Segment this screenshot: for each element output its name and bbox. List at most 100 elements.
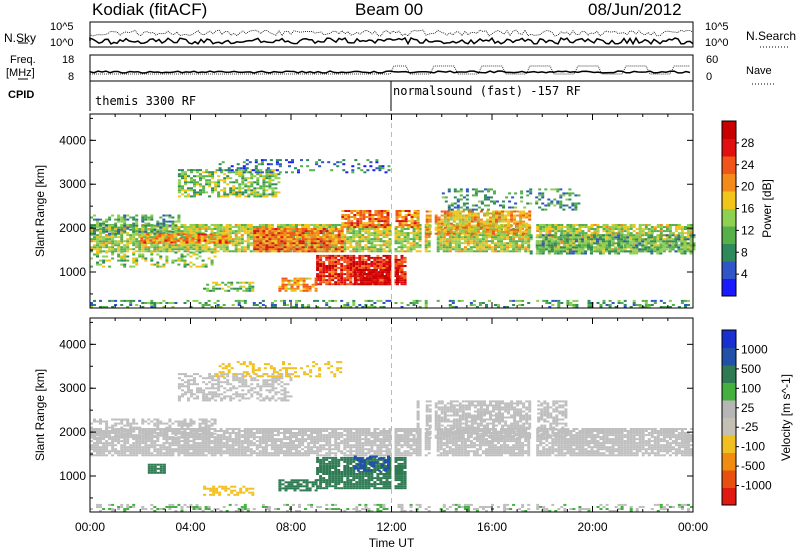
power-echo-cell bbox=[445, 240, 449, 243]
power-echo-cell bbox=[285, 171, 288, 174]
power-echo-cell bbox=[406, 238, 410, 241]
power-echo-cell bbox=[322, 271, 326, 274]
power-echo-cell bbox=[510, 230, 514, 233]
power-echo-cell bbox=[376, 224, 380, 226]
power-echo-cell bbox=[451, 246, 455, 249]
power-echo-cell bbox=[559, 248, 563, 251]
power-echo-cell bbox=[277, 244, 281, 247]
power-echo-cell bbox=[123, 244, 127, 247]
power-echo-cell bbox=[96, 255, 99, 258]
power-echo-cell bbox=[448, 238, 452, 241]
power-echo-cell bbox=[602, 244, 606, 247]
power-echo-cell bbox=[195, 228, 199, 230]
power-echo-cell bbox=[347, 210, 351, 212]
power-echo-cell bbox=[301, 226, 305, 228]
power-echo-cell bbox=[505, 196, 509, 199]
power-echo-cell bbox=[513, 230, 517, 233]
power-echo-cell bbox=[254, 161, 258, 164]
power-echo-cell bbox=[271, 236, 275, 239]
power-echo-cell bbox=[337, 230, 341, 233]
power-echo-cell bbox=[334, 234, 338, 237]
power-echo-cell bbox=[189, 244, 193, 247]
power-echo-cell bbox=[584, 240, 587, 243]
nsearch-tick-top: 10^5 bbox=[705, 21, 729, 33]
power-echo-cell bbox=[231, 242, 235, 245]
power-echo-cell bbox=[362, 222, 366, 225]
power-echo-cell bbox=[493, 192, 496, 195]
power-echo-cell bbox=[394, 228, 398, 230]
power-echo-cell bbox=[442, 224, 446, 226]
power-echo-cell bbox=[671, 234, 675, 237]
power-echo-cell bbox=[550, 238, 554, 241]
power-echo-cell bbox=[341, 210, 345, 212]
power-echo-cell bbox=[626, 230, 630, 233]
power-echo-cell bbox=[443, 212, 447, 215]
power-echo-cell bbox=[662, 242, 666, 245]
power-echo-cell bbox=[196, 169, 199, 172]
power-echo-cell bbox=[498, 220, 501, 223]
power-echo-cell bbox=[469, 248, 473, 251]
power-echo-cell bbox=[241, 183, 245, 186]
power-echo-cell bbox=[171, 228, 175, 230]
power-echo-cell bbox=[503, 238, 507, 241]
power-echo-cell bbox=[490, 196, 493, 199]
power-echo-cell bbox=[674, 234, 678, 237]
power-echo-cell bbox=[467, 220, 471, 223]
power-echo-cell bbox=[489, 218, 492, 221]
power-echo-cell bbox=[443, 226, 447, 229]
power-echo-cell bbox=[147, 218, 151, 221]
power-echo-cell bbox=[247, 185, 251, 188]
power-echo-cell bbox=[369, 161, 373, 164]
power-echo-cell bbox=[117, 244, 121, 247]
power-echo-cell bbox=[322, 269, 326, 271]
power-echo-cell bbox=[99, 244, 102, 247]
power-echo-cell bbox=[403, 246, 407, 249]
power-echo-cell bbox=[177, 183, 181, 186]
power-echo-cell bbox=[310, 232, 314, 235]
power-echo-cell bbox=[249, 228, 253, 230]
power-echo-cell bbox=[205, 171, 209, 174]
power-echo-cell bbox=[123, 230, 127, 233]
power-echo-cell bbox=[231, 230, 235, 233]
power-echo-cell bbox=[668, 250, 672, 253]
power-echo-cell bbox=[472, 236, 476, 239]
power-echo-cell bbox=[304, 234, 308, 237]
power-echo-cell bbox=[187, 181, 190, 184]
power-echo-cell bbox=[114, 232, 118, 235]
power-echo-cell bbox=[373, 238, 377, 241]
power-echo-cell bbox=[99, 240, 102, 243]
power-echo-cell bbox=[456, 198, 460, 201]
power-echo-cell bbox=[205, 175, 209, 178]
power-echo-cell bbox=[626, 238, 630, 241]
power-echo-cell bbox=[328, 236, 332, 239]
power-echo-cell bbox=[687, 226, 690, 228]
power-echo-cell bbox=[337, 248, 341, 251]
power-echo-cell bbox=[362, 281, 366, 284]
power-echo-cell bbox=[416, 222, 420, 225]
power-echo-cell bbox=[379, 256, 383, 259]
power-echo-cell bbox=[219, 248, 223, 251]
power-echo-cell bbox=[668, 224, 672, 226]
power-echo-cell bbox=[486, 222, 489, 225]
power-echo-cell bbox=[349, 254, 353, 257]
power-echo-cell bbox=[361, 248, 365, 251]
power-echo-cell bbox=[528, 224, 532, 227]
power-echo-cell bbox=[201, 250, 205, 253]
power-echo-cell bbox=[556, 250, 560, 253]
power-echo-cell bbox=[477, 206, 481, 209]
power-echo-cell bbox=[146, 235, 150, 238]
power-echo-cell bbox=[216, 228, 220, 230]
power-echo-cell bbox=[188, 235, 192, 238]
power-echo-cell bbox=[495, 218, 498, 221]
power-echo-cell bbox=[611, 228, 615, 230]
power-echo-cell bbox=[311, 283, 315, 286]
power-echo-cell bbox=[353, 210, 357, 212]
power-echo-cell bbox=[141, 255, 145, 258]
power-echo-cell bbox=[171, 216, 175, 219]
power-echo-cell bbox=[238, 195, 242, 198]
power-echo-cell bbox=[476, 222, 480, 225]
power-echo-cell bbox=[235, 169, 239, 172]
power-echo-cell bbox=[186, 226, 190, 228]
power-echo-cell bbox=[535, 200, 539, 203]
power-echo-cell bbox=[218, 239, 222, 242]
